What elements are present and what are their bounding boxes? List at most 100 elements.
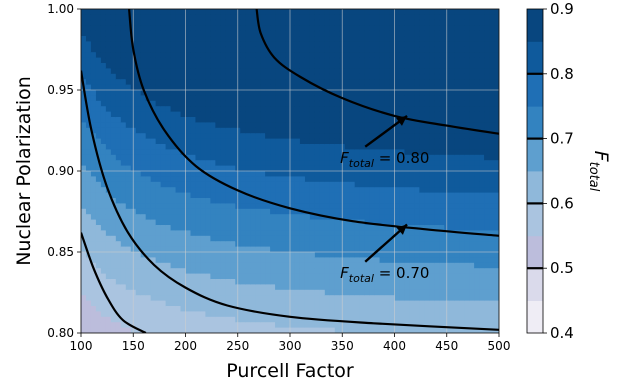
contour-cell [489,322,495,329]
contour-cell [160,63,167,69]
contour-cell [215,52,221,59]
contour-cell [200,273,207,280]
contour-cell [200,225,207,231]
contour-cell [205,127,211,134]
contour-cell [95,122,102,129]
contour-cell [404,230,411,237]
contour-cell [299,133,306,140]
contour-cell [384,208,391,215]
contour-cell [225,268,231,275]
contour-cell [424,100,430,107]
contour-cell [170,73,177,80]
contour-cell [120,284,127,291]
contour-cell [304,262,311,269]
contour-cell [170,268,177,275]
contour-cell [81,41,87,48]
contour-cell [464,165,470,172]
contour-cell [409,295,416,302]
contour-cell [454,171,460,177]
contour-cell [165,127,172,134]
contour-cell [489,111,495,118]
contour-cell [225,25,231,32]
contour-cell [414,14,420,21]
contour-cell [230,138,236,145]
contour-cell [384,230,391,237]
contour-cell [275,95,281,102]
contour-cell [314,100,321,107]
contour-cell [459,138,465,145]
contour-cell [150,208,157,215]
contour-cell [294,25,301,32]
contour-cell [105,208,112,215]
contour-cell [304,117,311,123]
contour-cell [409,46,416,53]
contour-cell [344,63,351,69]
contour-cell [364,106,371,113]
contour-cell [210,57,216,64]
contour-cell [175,117,182,123]
contour-cell [155,111,162,118]
contour-cell [220,79,226,86]
contour-cell [359,257,366,264]
contour-cell [85,192,92,199]
contour-cell [280,219,286,226]
contour-cell [170,225,177,231]
contour-cell [469,63,475,69]
contour-cell [424,14,430,21]
contour-cell [389,63,396,69]
contour-cell [389,84,396,91]
contour-cell [195,25,202,32]
contour-cell [90,95,97,102]
contour-cell [374,30,381,37]
contour-cell [220,133,226,140]
contour-cell [354,57,361,64]
contour-cell [414,160,420,167]
contour-cell [270,208,276,215]
contour-cell [459,289,465,296]
contour-cell [309,149,316,156]
contour-cell [160,68,167,75]
contour-cell [185,300,192,307]
contour-cell [285,122,291,129]
contour-cell [319,230,326,237]
contour-cell [85,246,92,253]
contour-cell [210,149,216,156]
contour-cell [349,219,356,226]
contour-cell [464,160,470,167]
contour-cell [334,198,341,204]
contour-cell [155,68,162,75]
contour-cell [245,138,251,145]
contour-cell [319,235,326,242]
contour-cell [110,25,117,32]
contour-cell [175,14,182,21]
contour-cell [309,214,316,221]
contour-cell [165,79,172,86]
contour-cell [115,284,122,291]
contour-cell [374,273,381,280]
contour-cell [250,203,256,210]
contour-cell [170,273,177,280]
contour-cell [374,241,381,248]
contour-cell [215,106,221,113]
contour-cell [454,111,460,118]
contour-cell [354,52,361,59]
contour-cell [175,57,182,64]
contour-cell [225,252,231,258]
contour-cell [454,160,460,167]
contour-cell [449,95,455,102]
contour-cell [215,316,221,323]
contour-cell [419,171,425,177]
contour-cell [205,46,211,53]
contour-cell [349,176,356,183]
contour-cell [145,95,152,102]
contour-cell [255,311,261,318]
contour-cell [250,268,256,275]
contour-cell [265,295,271,302]
contour-cell [419,14,425,21]
contour-cell [190,198,197,204]
contour-cell [464,84,470,91]
contour-cell [479,122,485,129]
contour-cell [200,300,207,307]
contour-cell [489,122,495,129]
contour-cell [334,289,341,296]
